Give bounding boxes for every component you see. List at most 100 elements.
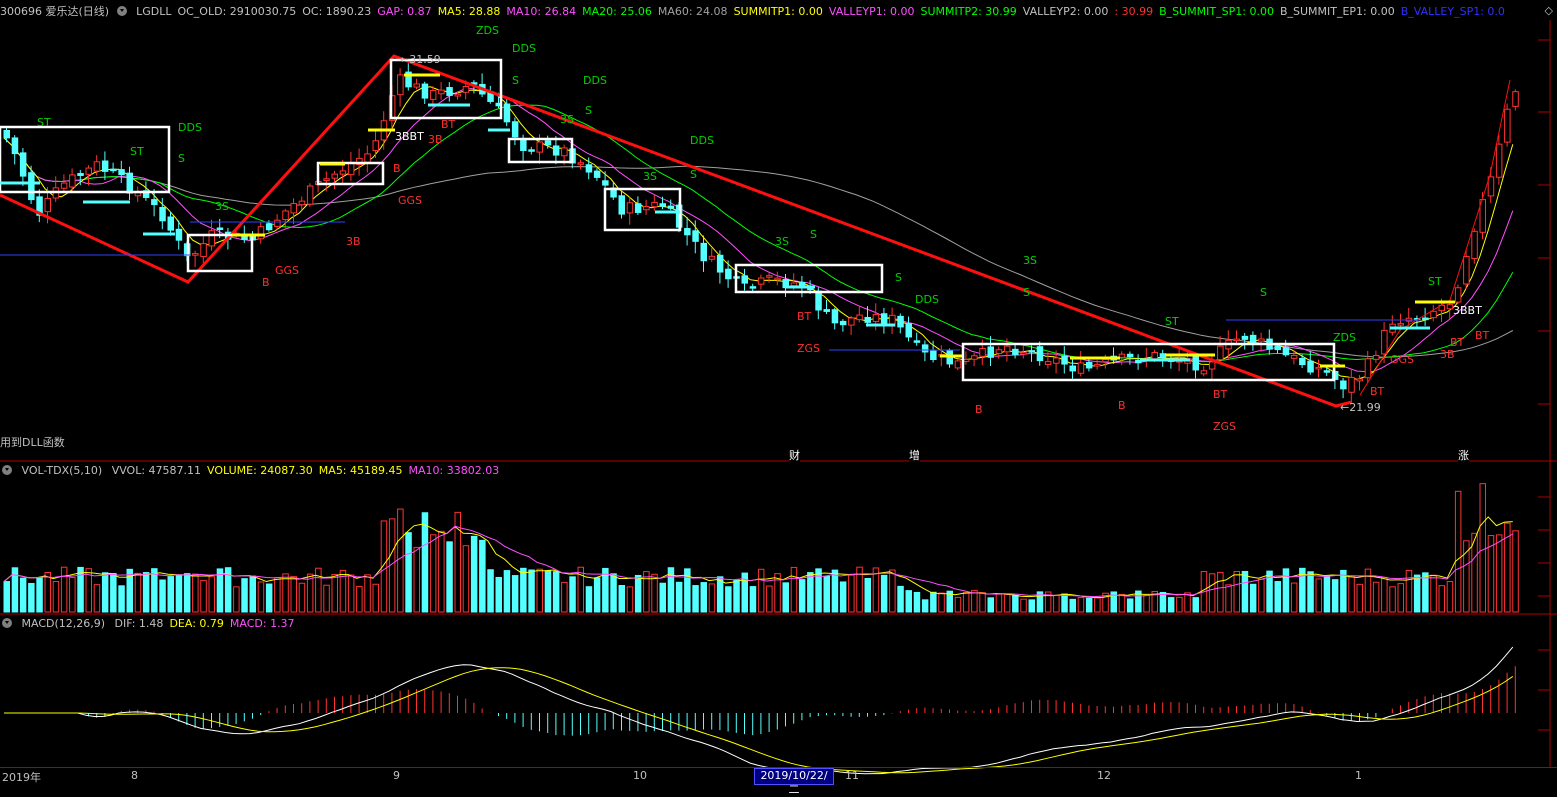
signal-label-red: 3B [1440, 348, 1455, 361]
candle-body [1340, 380, 1347, 390]
volume-bar [1184, 592, 1191, 613]
candle-body [364, 153, 371, 163]
event-marker-zeng[interactable]: 增 [909, 447, 920, 463]
candle-body [1044, 361, 1052, 365]
panel-toggle-icon[interactable]: ◇ [1544, 4, 1553, 17]
volume-bar [1151, 590, 1158, 613]
volume-bar [1307, 571, 1314, 613]
candle-body [708, 255, 716, 260]
volume-indicator-name[interactable]: VOL-TDX(5,10) [21, 464, 103, 477]
macd-value-1: DEA: 0.79 [169, 617, 224, 630]
candle-body [1487, 176, 1495, 197]
candle-body [118, 169, 125, 176]
volume-ma10-line [3, 525, 1514, 598]
date-label-jan: 1 [1355, 769, 1362, 782]
signal-label-green: S [810, 228, 817, 241]
volume-bar [257, 581, 265, 613]
volume-bar [1405, 569, 1413, 613]
volume-bar [511, 575, 519, 613]
consolidation-box [961, 342, 1336, 382]
volume-bar [60, 566, 68, 613]
volume-bar [872, 567, 880, 613]
signal-label-green: ZDS [1333, 331, 1356, 344]
event-marker-zhang[interactable]: 涨 [1458, 447, 1469, 463]
signal-label-green: ST [37, 116, 51, 129]
candle-body [651, 201, 658, 208]
volume-bar [438, 530, 445, 613]
candle-body [561, 147, 568, 157]
candle-body [520, 139, 527, 151]
main-value-0: LGDLL [136, 5, 172, 18]
candle-body [200, 243, 207, 258]
date-label-aug: 8 [131, 769, 138, 782]
main-value-1: OC_OLD: 2910030.75 [177, 5, 297, 18]
signal-label-green: ST [130, 145, 144, 158]
candle-body [1364, 358, 1372, 379]
volume-bar [1372, 581, 1380, 613]
candle-body [290, 203, 297, 214]
volume-bar [1315, 578, 1322, 613]
volume-bar [306, 573, 314, 613]
volume-bar [1290, 582, 1298, 613]
main-indicator-values: LGDLL OC_OLD: 2910030.75 OC: 1890.23 GAP: 0… [136, 5, 1511, 18]
volume-bar [1381, 576, 1388, 613]
candle-body [831, 309, 839, 324]
volume-bar [839, 581, 847, 613]
panel-menu-icon[interactable] [116, 6, 127, 16]
volume-bar [692, 585, 699, 613]
volume-bar [110, 573, 117, 613]
candle-body [618, 195, 625, 215]
volume-bar [52, 581, 60, 613]
stock-code-name[interactable]: 300696 爱乐达(日线) [0, 5, 110, 18]
volume-bar [1135, 590, 1142, 613]
main-value-9: VALLEYP1: 0.00 [828, 5, 915, 18]
candle-body [126, 172, 133, 194]
volume-bar [44, 571, 51, 613]
volume-bar [643, 571, 650, 613]
macd-indicator-header: MACD(12,26,9) DIF: 1.48 DEA: 0.79 MACD: 1.… [0, 614, 307, 634]
candle-body [265, 223, 273, 231]
volume-bar [249, 575, 256, 613]
consolidation-box [0, 125, 171, 194]
candle-body [503, 103, 511, 123]
candle-body [331, 173, 338, 179]
volume-bar [331, 573, 338, 613]
volume-bar [1463, 540, 1470, 613]
panel-menu-icon[interactable] [2, 465, 12, 475]
volume-bar [995, 593, 1003, 613]
panel-menu-icon[interactable] [2, 618, 12, 628]
macd-value-0: DIF: 1.48 [114, 617, 164, 630]
volume-bar [487, 569, 494, 613]
macd-indicator-name[interactable]: MACD(12,26,9) [21, 617, 106, 630]
volume-indicator-values: VVOL: 47587.11 VOLUME: 24087.30 MA5: 45189… [112, 464, 506, 477]
candle-body [85, 167, 92, 175]
candle-body [159, 206, 166, 222]
volume-bar [684, 568, 691, 613]
volume-bar [1061, 593, 1068, 613]
main-value-3: GAP: 0.87 [377, 5, 432, 18]
signal-label-red: B [262, 276, 270, 289]
volume-bar [815, 568, 822, 613]
volume-bar [807, 572, 814, 613]
candle-body [77, 173, 84, 176]
volume-bar [1504, 522, 1511, 613]
candle-body [175, 228, 183, 241]
volume-bar [938, 592, 945, 613]
vol-value-3: MA10: 33802.03 [408, 464, 500, 477]
volume-bar [569, 576, 576, 613]
event-marker-cai[interactable]: 财 [789, 447, 800, 463]
volume-bar [634, 574, 642, 613]
signal-label-green: S [512, 74, 519, 87]
candle-body [36, 196, 43, 216]
candle-body [298, 200, 306, 206]
candle-body [626, 202, 634, 214]
volume-bar [856, 566, 863, 613]
candle-body [1372, 355, 1380, 360]
candle-body [823, 309, 830, 312]
candle-body [462, 85, 470, 93]
signal-label-green: DDS [915, 293, 939, 306]
volume-bar [85, 568, 92, 613]
volume-bar [1413, 574, 1421, 613]
volume-bar [462, 545, 470, 613]
